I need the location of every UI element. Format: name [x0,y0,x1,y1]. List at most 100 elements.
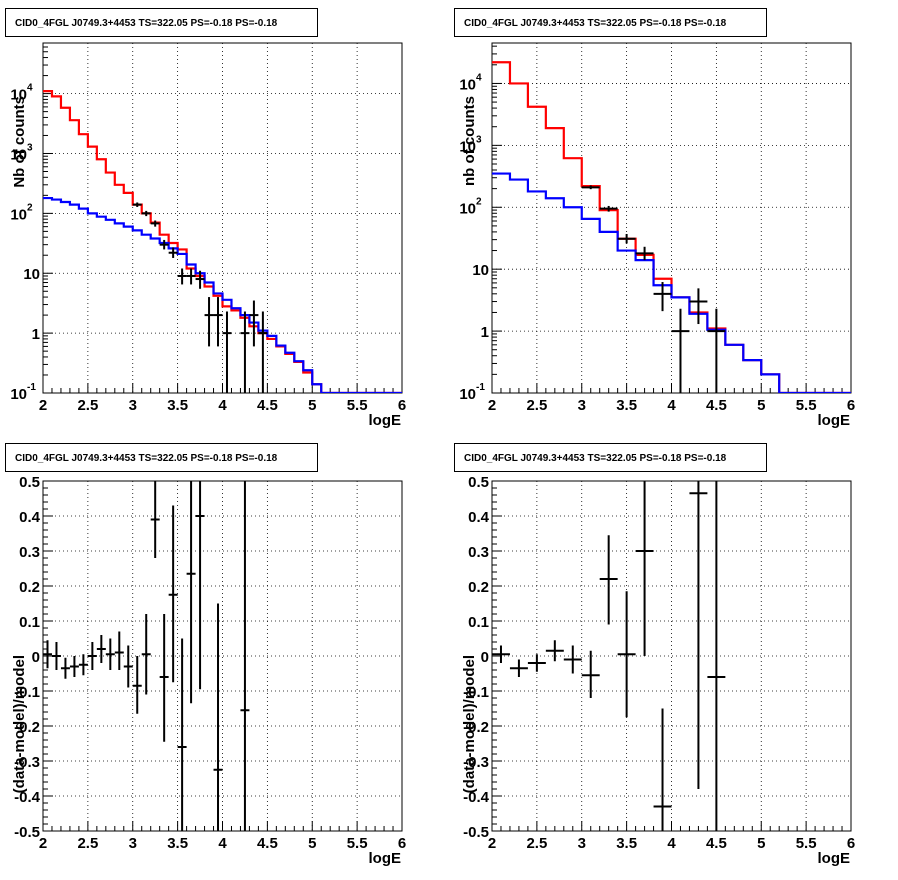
y-tick-label: 1 [32,326,40,343]
y-tick-label: 10 [459,200,476,217]
y-tick-label: 0.3 [19,544,40,561]
y-tick-label: -0.5 [14,824,40,841]
x-tick-label: 4 [667,835,676,852]
x-tick-label: 2 [39,397,47,414]
component-model-line [492,172,851,393]
y-tick-label: 0 [481,649,489,666]
data-point [195,270,205,289]
y-tick-exponent: 3 [476,134,482,145]
data-point [617,233,636,244]
data-point [78,654,88,676]
data-point [707,481,726,831]
x-tick-label: 6 [398,397,406,414]
data-point [222,311,232,393]
y-axis-label: Nb of counts [11,96,28,188]
data-point [132,202,142,207]
y-tick-label: 10 [10,146,27,163]
x-tick-label: 4.5 [706,835,727,852]
title-box [454,8,767,37]
data-point [240,481,250,831]
x-tick-label: 4.5 [706,397,727,414]
chart-panel-top-right: CID0_4FGL J0749.3+4453 TS=322.05 PS=-0.1… [454,8,855,429]
series-group [492,61,851,393]
y-tick-label: 1 [481,324,489,341]
x-axis-label: logE [818,412,851,429]
data-point [60,657,70,679]
y-tick-exponent: 4 [476,72,482,83]
data-point [527,654,546,672]
y-tick-label: 10 [459,386,476,403]
y-tick-exponent: 3 [27,142,33,153]
x-tick-label: 2 [488,397,496,414]
y-tick-label: 10 [23,266,40,283]
data-point [213,297,223,347]
x-tick-label: 3.5 [616,397,637,414]
data-point [653,708,672,831]
y-tick-label: 10 [10,206,27,223]
y-tick-label: -0.4 [463,789,490,806]
chart-title: CID0_4FGL J0749.3+4453 TS=322.05 PS=-0.1… [15,18,278,29]
y-tick-label: 10 [10,386,27,403]
data-point [563,645,582,674]
x-tick-label: 2.5 [526,397,547,414]
data-point [141,614,151,695]
component-model-line [43,196,402,393]
y-tick-label: 0.5 [468,474,489,491]
data-point [213,603,223,831]
y-tick-label: -0.1 [14,684,40,701]
x-tick-label: 6 [847,397,855,414]
x-tick-label: 5.5 [347,397,368,414]
y-tick-exponent: 4 [27,83,33,94]
data-point [240,311,250,393]
data-point [141,210,151,217]
x-tick-label: 5 [757,835,765,852]
data-point [123,645,133,688]
data-point [195,481,205,690]
data-point [96,635,106,663]
data-point [186,268,196,285]
data-point [43,640,52,669]
y-tick-label: 0.1 [468,614,489,631]
y-tick-label: 0.2 [468,579,489,596]
y-axis-label: (data-model)/model [11,655,28,793]
y-tick-label: -0.1 [463,684,489,701]
x-tick-label: 5.5 [347,835,368,852]
y-tick-label: -0.3 [463,754,489,771]
data-point [599,205,618,212]
x-tick-label: 2 [488,835,496,852]
y-axis-label: nb of counts [461,96,478,186]
series-group [43,481,250,831]
data-point [671,308,690,393]
gridlines [492,481,851,831]
data-point [150,220,160,227]
x-tick-label: 5.5 [796,835,817,852]
data-point [168,247,178,258]
x-tick-label: 6 [398,835,406,852]
data-point [581,650,600,698]
x-tick-label: 4 [218,397,227,414]
x-tick-label: 5 [757,397,765,414]
y-tick-exponent: -1 [476,382,485,393]
x-tick-label: 5 [308,397,316,414]
data-point [509,659,528,677]
x-axis-label: logE [369,850,402,867]
x-tick-label: 5.5 [796,397,817,414]
y-tick-label: -0.2 [14,719,40,736]
title-box [454,443,767,472]
y-tick-label: 0.4 [19,509,41,526]
y-tick-label: 0.5 [19,474,40,491]
x-tick-label: 2.5 [526,835,547,852]
x-tick-label: 3 [578,397,586,414]
data-point [581,185,600,190]
y-tick-exponent: -1 [27,382,36,393]
data-point [707,308,726,393]
data-point [150,481,160,558]
y-tick-exponent: 2 [27,202,33,213]
data-point [492,645,510,663]
y-tick-exponent: 2 [476,196,482,207]
data-point [635,246,654,261]
data-point [653,282,672,312]
series-group [43,90,402,393]
